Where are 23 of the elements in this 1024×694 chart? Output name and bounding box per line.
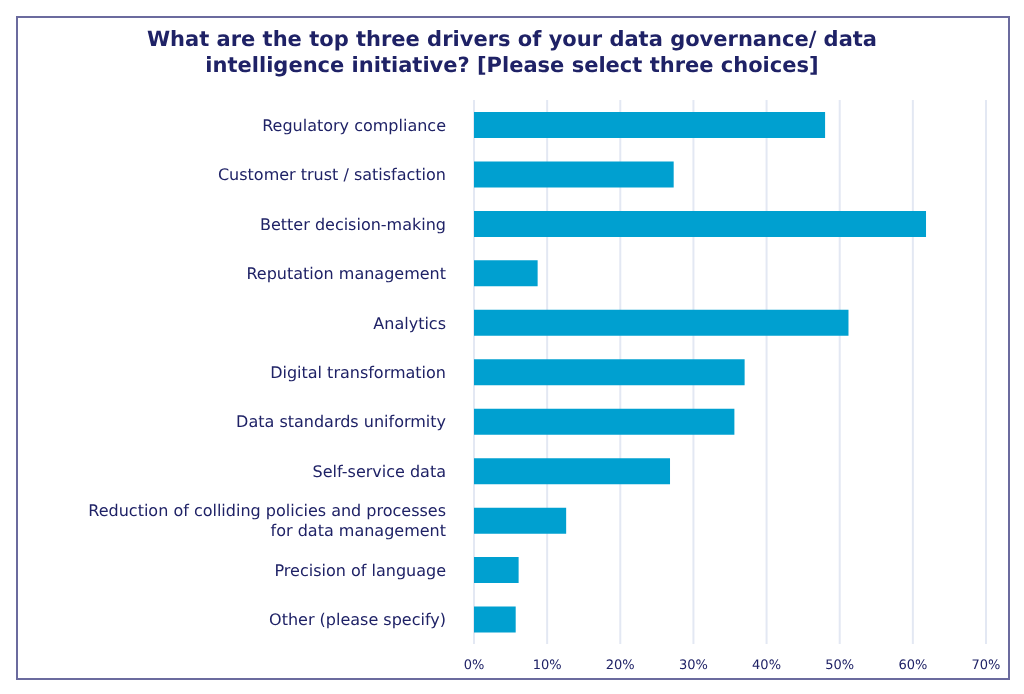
- bar: [474, 507, 567, 534]
- y-tick-label: Other (please specify): [269, 611, 446, 630]
- y-tick-label: Better decision-making: [260, 215, 446, 234]
- y-tick-label: Customer trust / satisfaction: [217, 166, 446, 185]
- bar: [474, 161, 674, 188]
- bar: [474, 458, 671, 485]
- bar: [474, 557, 519, 584]
- y-tick-label: Precision of language: [274, 561, 447, 580]
- bar: [474, 309, 849, 336]
- bar: [474, 408, 735, 435]
- y-tick-label: Self-service data: [312, 462, 447, 481]
- bar: [474, 210, 927, 237]
- bar: [474, 260, 538, 287]
- bar: [474, 606, 516, 633]
- y-tick-label: Reduction of colliding policies and processes for data management: [88, 502, 446, 541]
- y-tick-label: Data standards uniformity: [236, 413, 447, 432]
- y-tick-label: Analytics: [373, 314, 446, 333]
- y-tick-label: Reputation management: [246, 265, 446, 284]
- y-tick-label: Digital transformation: [270, 364, 446, 382]
- y-tick-label: Regulatory compliance: [262, 116, 447, 135]
- bar: [474, 112, 826, 138]
- bar: [474, 359, 745, 386]
- chart-title: What are the top three drivers of your data governance/ data intelligence initiative? [Please select three choices]: [144, 28, 880, 80]
